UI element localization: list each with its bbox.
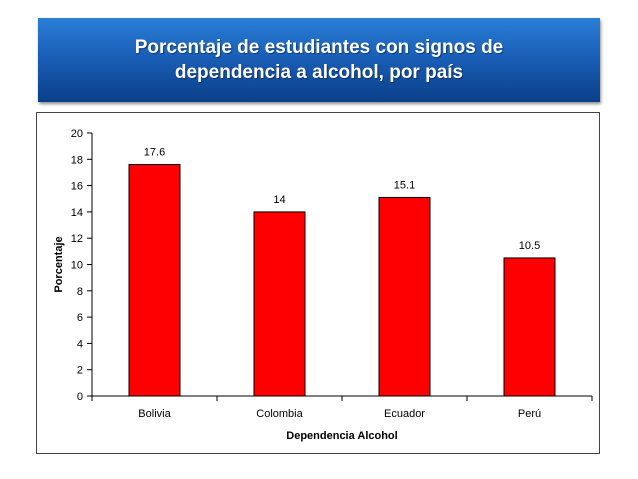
x-tick-label: Bolivia: [138, 408, 171, 420]
data-label: 15.1: [394, 179, 415, 191]
bar: [253, 211, 306, 397]
y-tick-label: 4: [77, 338, 83, 350]
x-tick-label: Ecuador: [384, 408, 425, 420]
y-tick-label: 0: [77, 391, 83, 403]
y-tick-label: 6: [77, 312, 83, 324]
chart-bars: [128, 164, 556, 397]
data-label: 14: [273, 194, 285, 206]
y-tick-label: 10: [71, 260, 83, 272]
y-tick-label: 16: [71, 181, 83, 193]
title-banner: Porcentaje de estudiantes con signos de …: [38, 18, 600, 102]
bar: [128, 164, 181, 397]
data-label: 17.6: [144, 147, 165, 159]
page-title: Porcentaje de estudiantes con signos de …: [134, 37, 504, 83]
y-tick-label: 8: [77, 286, 83, 298]
bar: [503, 257, 556, 397]
y-tick-label: 2: [77, 365, 83, 377]
y-tick-label: 18: [71, 154, 83, 166]
x-tick-label: Colombia: [256, 408, 303, 420]
x-tick-label: Perú: [518, 408, 541, 420]
y-tick-label: 14: [71, 207, 83, 219]
bar: [378, 196, 431, 397]
y-tick-label: 12: [71, 233, 83, 245]
y-tick-label: 20: [71, 128, 83, 140]
x-axis-title: Dependencia Alcohol: [286, 430, 397, 442]
y-axis-title: Porcentaje: [53, 236, 65, 292]
chart-labels: 17.6 Bolivia 14 Colombia 15.1 Ecuador 10.5 Perú: [138, 147, 541, 420]
data-label: 10.5: [519, 240, 540, 252]
